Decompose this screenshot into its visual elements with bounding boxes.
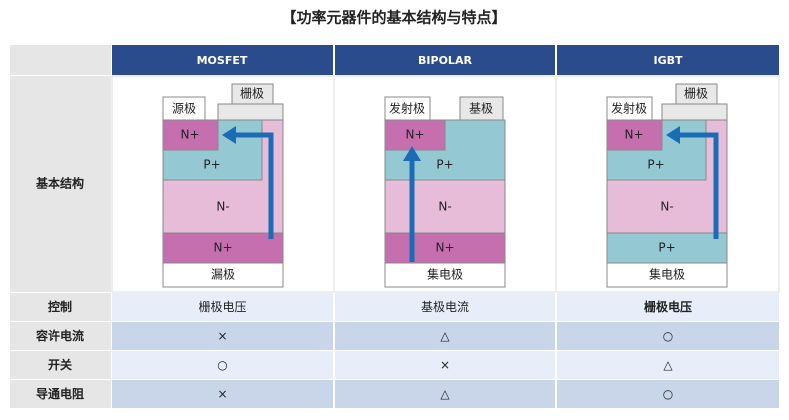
- electrode-label: 集电极: [649, 267, 685, 282]
- row-label-cell: [10, 351, 111, 379]
- row-label-cell: [10, 293, 111, 321]
- layer-label: P+: [436, 158, 453, 172]
- row-label: 控制: [48, 299, 72, 314]
- table-cell: [335, 322, 555, 350]
- mosfet-diagram: 栅极 源极 N+ P+ N- N+ 漏极: [162, 83, 284, 288]
- layer-label: P+: [203, 158, 220, 172]
- table-cell: [112, 293, 333, 321]
- header-cell: [557, 45, 779, 75]
- cell-text: 基极电流: [421, 300, 469, 314]
- row-label: 开关: [48, 357, 72, 372]
- cell-text: 栅极电压: [644, 299, 692, 314]
- electrode-label: 基极: [469, 102, 493, 116]
- cell-text: ○: [217, 358, 227, 372]
- layer-label: P+: [647, 158, 664, 172]
- table-cell: [112, 322, 333, 350]
- layer-label: P+: [658, 241, 675, 255]
- table-cell: [112, 351, 333, 379]
- row-label: 导通电阻: [36, 386, 84, 401]
- table-cell: [335, 293, 555, 321]
- table-cell: [335, 351, 555, 379]
- layer-label: N+: [624, 128, 643, 142]
- column-header: BIPOLAR: [418, 54, 472, 67]
- table-cell: [557, 322, 779, 350]
- layer-label: N+: [405, 128, 424, 142]
- table-cell: [335, 380, 555, 408]
- row-label-cell: [10, 76, 111, 292]
- electrode-label: 集电极: [427, 267, 463, 282]
- cell-text: △: [663, 358, 673, 372]
- bipolar-diagram: 基极 发射极 N+ P+ N- N+ 集电极: [384, 96, 506, 288]
- electrode-label: 发射极: [389, 101, 425, 116]
- electrode-label: 栅极: [684, 86, 708, 101]
- header-corner: [10, 45, 111, 75]
- cell-text: ○: [663, 329, 673, 343]
- electrode-label: 源极: [172, 102, 196, 116]
- title: 【功率元器件的基本结构与特点】: [281, 9, 506, 27]
- column-header: IGBT: [653, 54, 683, 67]
- layer-label: N+: [213, 241, 232, 255]
- layer-label: N+: [180, 128, 199, 142]
- row-label-cell: [10, 380, 111, 408]
- table-cell: [112, 380, 333, 408]
- layer-label: N-: [216, 200, 229, 214]
- row-label: 基本结构: [35, 176, 84, 191]
- cell-text: ○: [663, 387, 673, 401]
- igbt-diagram: 栅极 发射极 N+ P+ N- P+ 集电极: [606, 83, 728, 288]
- cell-text: 栅极电压: [198, 299, 246, 314]
- row-label-cell: [10, 322, 111, 350]
- table-cell: [557, 293, 779, 321]
- cell-text: ×: [217, 387, 227, 401]
- layer-label: N-: [660, 200, 673, 214]
- cell-text: ×: [440, 358, 450, 372]
- header-cell: [112, 45, 333, 75]
- cell-text: △: [440, 329, 450, 343]
- column-header: MOSFET: [197, 54, 248, 67]
- electrode-label: 发射极: [611, 101, 647, 116]
- row-label: 容许电流: [35, 328, 84, 343]
- layer-label: N+: [435, 241, 454, 255]
- electrode-label: 栅极: [240, 86, 264, 101]
- header-cell: [335, 45, 555, 75]
- layer-label: N-: [438, 200, 451, 214]
- table-cell: [557, 380, 779, 408]
- table-cell: [557, 351, 779, 379]
- cell-text: ×: [217, 329, 227, 343]
- cell-text: △: [440, 387, 450, 401]
- electrode-label: 漏极: [211, 268, 235, 282]
